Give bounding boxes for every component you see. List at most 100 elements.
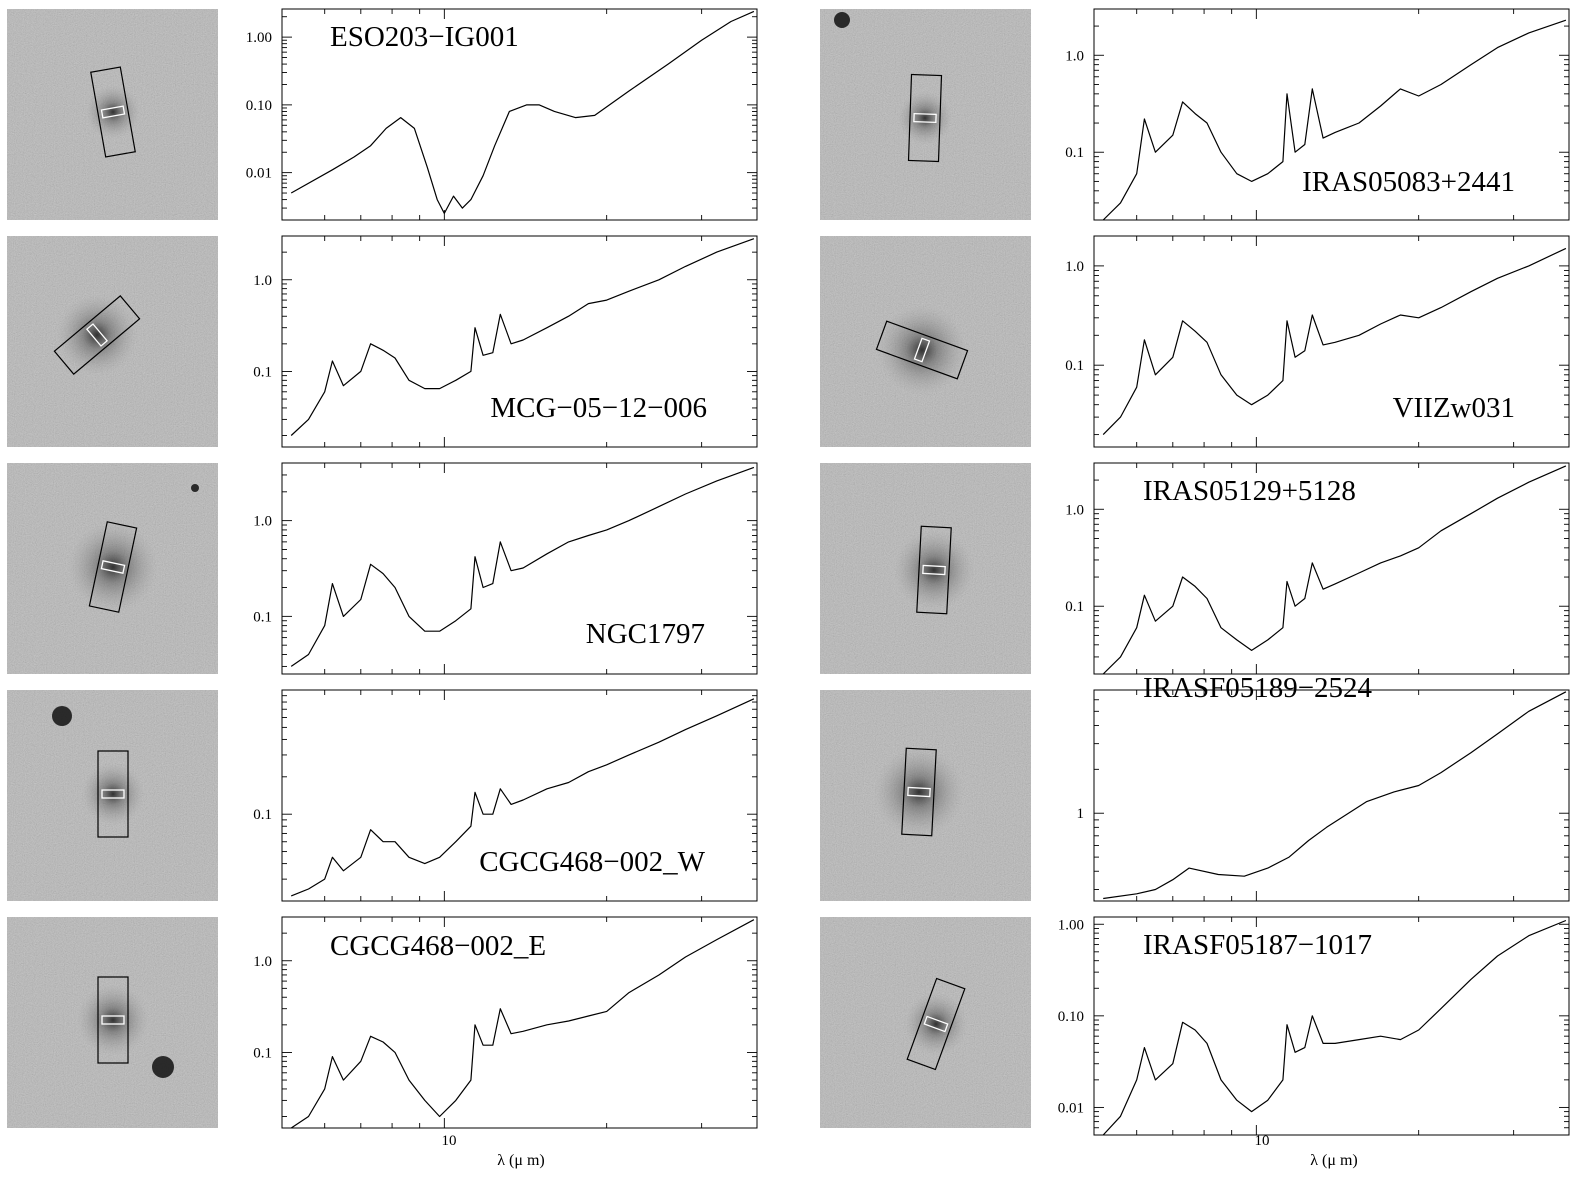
y-tick-label: 0.1 <box>1065 145 1084 161</box>
x-tick-label-right: 10 <box>1255 1133 1270 1149</box>
galaxy-core <box>874 747 964 837</box>
companion-source <box>52 706 72 726</box>
panel: 1.0 0.1 CGCG468−002_E <box>7 916 758 1129</box>
long-slit-box <box>901 747 937 837</box>
galaxy-core <box>56 294 138 376</box>
slit <box>88 521 138 613</box>
plot-frame <box>1093 916 1570 1136</box>
galaxy-core <box>77 984 149 1056</box>
object-name: CGCG468−002_W <box>479 846 705 878</box>
plot-frame <box>281 689 758 902</box>
y-tick-label: 0.1 <box>253 807 272 823</box>
x-axis-label-right: λ (μ m) <box>1310 1152 1357 1169</box>
plot-frame <box>1093 8 1570 221</box>
x-tick-label-left: 10 <box>442 1133 457 1149</box>
panel: 1 IRASF05189−2524 <box>820 672 1570 902</box>
slit <box>97 750 129 838</box>
panel: 1.0 0.1 VIIZw031 <box>820 235 1570 448</box>
y-tick-label: 1.00 <box>246 30 272 46</box>
y-tick-label: 0.1 <box>1065 358 1084 374</box>
slit <box>901 747 937 837</box>
object-name: IRAS05129+5128 <box>1143 475 1356 507</box>
long-slit-box <box>90 66 136 158</box>
object-name: VIIZw031 <box>1393 392 1515 424</box>
short-slit-box <box>101 789 125 799</box>
slit <box>916 525 952 615</box>
spectrum-plot: 1.0 0.1 CGCG468−002_E <box>253 916 758 1129</box>
y-tick-label: 1.0 <box>1065 259 1084 275</box>
panel: 0.1 CGCG468−002_W <box>7 689 758 902</box>
galaxy-thumbnail <box>7 236 218 447</box>
galaxy-thumbnail <box>820 917 1031 1128</box>
y-tick-label: 1.00 <box>1058 917 1084 933</box>
galaxy-thumbnail <box>7 463 853 674</box>
spectrum-plot: 1.0 0.1 IRAS05083+2441 <box>1065 8 1570 221</box>
panel: 1.00 0.10 0.01 ESO203−IG001 <box>7 8 758 221</box>
panel: 1.0 0.1 MCG−05−12−006 <box>7 235 758 448</box>
short-slit-box <box>101 1015 125 1025</box>
y-tick-label: 0.01 <box>1058 1100 1084 1116</box>
spectrum-line <box>290 919 755 1129</box>
short-slit-box <box>922 564 946 576</box>
plot-frame <box>1093 462 1570 675</box>
y-tick-label: 1.0 <box>253 514 272 530</box>
object-name: NGC1797 <box>586 618 705 650</box>
spectrum-line <box>1103 691 1567 900</box>
galaxy-thumbnail <box>7 690 218 901</box>
long-slit-box <box>916 525 952 615</box>
companion-source <box>191 484 199 492</box>
plot-frame <box>281 916 758 1129</box>
short-slit-box <box>913 112 937 124</box>
galaxy-core <box>81 762 145 826</box>
slit <box>875 320 969 380</box>
x-axis-label-left: λ (μ m) <box>497 1152 544 1169</box>
long-slit-box <box>875 320 969 380</box>
short-slit-box <box>923 1015 949 1033</box>
long-slit-box <box>907 73 943 163</box>
y-tick-label: 1.0 <box>253 273 272 289</box>
long-slit-box <box>97 750 129 838</box>
spectrum-plot: 1.00 0.10 0.01 IRASF05187−1017 <box>1058 916 1570 1136</box>
spectrum-line <box>1102 19 1567 221</box>
galaxy-thumbnail <box>820 690 1031 901</box>
slit <box>97 976 129 1064</box>
panel: 1.00 0.10 0.01 IRASF05187−1017 <box>820 916 1570 1136</box>
object-name: IRAS05083+2441 <box>1302 166 1515 198</box>
galaxy-core <box>86 85 140 139</box>
spectrum-plot: 1.0 0.1 MCG−05−12−006 <box>253 235 758 448</box>
y-tick-label: 0.10 <box>246 98 272 114</box>
spectrum-plot: 1 IRASF05189−2524 <box>1077 672 1570 902</box>
galaxy-thumbnail <box>7 917 218 1128</box>
slit <box>906 977 966 1071</box>
object-name: IRASF05187−1017 <box>1143 929 1372 961</box>
slit <box>53 295 141 375</box>
long-slit-box <box>88 521 138 613</box>
spectrum-line <box>1102 247 1567 436</box>
short-slit-box <box>85 323 109 347</box>
short-slit-box <box>100 560 126 574</box>
y-tick-label: 1.0 <box>1065 502 1084 518</box>
slit <box>90 66 136 158</box>
y-tick-label: 1.0 <box>253 954 272 970</box>
plot-frame <box>281 8 758 221</box>
spectrum-line <box>1102 919 1567 1136</box>
galaxy-core <box>893 529 975 611</box>
panel: 1.0 0.1 IRAS05083+2441 <box>820 8 1570 221</box>
long-slit-box <box>906 977 966 1071</box>
panel: 1.0 0.1 IRAS05129+5128 <box>820 462 1570 675</box>
y-tick-label: 1 <box>1077 806 1085 822</box>
object-name: MCG−05−12−006 <box>490 392 707 424</box>
y-tick-label: 0.1 <box>253 1045 272 1061</box>
spectrum-line <box>290 466 755 667</box>
panel: 1.0 0.1 NGC1797 <box>7 462 853 675</box>
companion-source <box>834 12 850 28</box>
y-tick-label: 0.1 <box>1065 599 1084 615</box>
long-slit-box <box>97 976 129 1064</box>
short-slit-box <box>907 786 931 798</box>
object-name: IRASF05189−2524 <box>1143 672 1373 704</box>
galaxy-thumbnail <box>820 236 1031 447</box>
object-name: CGCG468−002_E <box>330 930 546 962</box>
plot-frame <box>1093 235 1570 448</box>
galaxy-thumbnail <box>820 463 1031 674</box>
spectrum-line <box>290 698 755 897</box>
